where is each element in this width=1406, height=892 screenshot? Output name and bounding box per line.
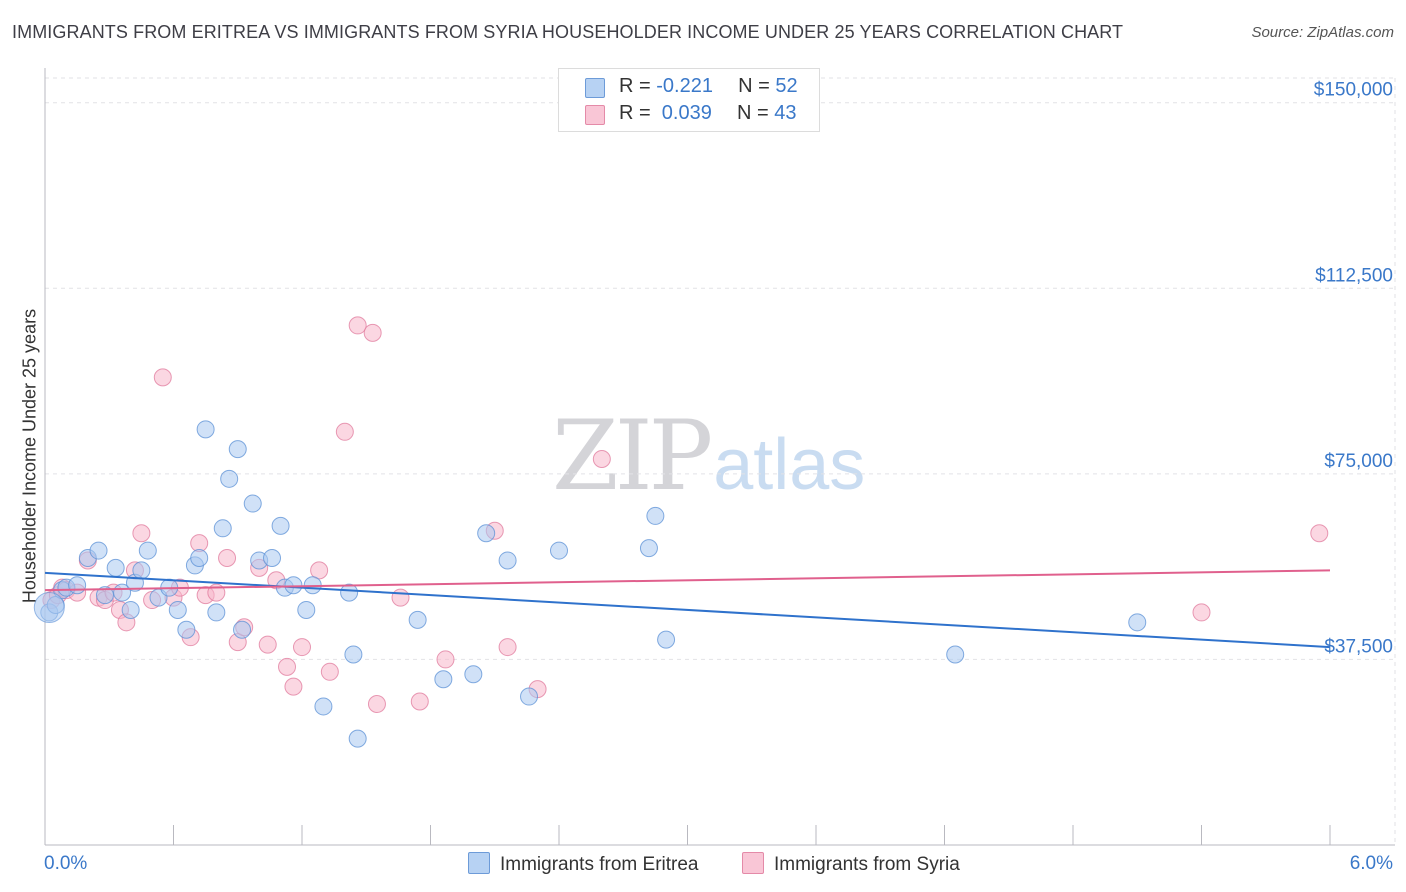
- bottom-legend-label-eritrea: Immigrants from Eritrea: [500, 854, 699, 875]
- data-point-eritrea: [657, 630, 676, 649]
- data-point-eritrea: [348, 729, 367, 748]
- data-point-eritrea: [106, 558, 125, 577]
- data-point-eritrea: [1128, 613, 1147, 632]
- legend-syria-r-label: R =: [619, 102, 657, 124]
- data-point-syria: [1310, 524, 1329, 543]
- legend-eritrea-r-value: -0.221: [656, 75, 713, 97]
- legend-eritrea-n-label: N =: [738, 75, 776, 97]
- x-tick-label-left: 0.0%: [44, 853, 87, 874]
- data-point-eritrea: [520, 687, 539, 706]
- data-point-syria: [218, 548, 237, 567]
- data-point-eritrea: [434, 670, 453, 689]
- data-point-eritrea: [464, 665, 483, 684]
- trend-line-eritrea: [44, 571, 1331, 649]
- data-point-eritrea: [213, 519, 232, 538]
- data-point-syria: [258, 635, 277, 654]
- data-point-eritrea: [121, 600, 140, 619]
- bottom-legend-eritrea[interactable]: Immigrants from Eritrea: [468, 852, 698, 876]
- data-point-eritrea: [284, 576, 303, 595]
- axes: [44, 68, 1395, 846]
- legend-syria-n-label: N =: [736, 102, 775, 124]
- data-point-eritrea: [297, 600, 316, 619]
- data-point-syria: [436, 650, 455, 669]
- source-credit[interactable]: Source: ZipAtlas.com: [1251, 24, 1394, 41]
- data-point-eritrea: [190, 548, 209, 567]
- data-point-syria: [367, 694, 386, 713]
- data-point-eritrea: [138, 541, 157, 560]
- data-point-eritrea: [89, 541, 108, 560]
- bottom-legend-swatch-syria: [742, 852, 764, 874]
- data-point-eritrea: [271, 516, 290, 535]
- trend-line-syria: [44, 569, 1331, 592]
- data-point-eritrea: [946, 645, 965, 664]
- tick-labels: $37,500 $75,000 $112,500 $150,000 0.0% 6.0%: [44, 80, 1393, 874]
- y-tick-label: $150,000: [1314, 80, 1393, 101]
- data-point-syria: [1192, 603, 1211, 622]
- data-point-syria: [348, 316, 367, 335]
- data-point-syria: [278, 657, 297, 676]
- data-point-eritrea: [132, 561, 151, 580]
- legend-swatch-eritrea: [585, 78, 605, 98]
- data-point-eritrea: [243, 494, 262, 513]
- data-point-eritrea: [196, 420, 215, 439]
- data-point-eritrea: [314, 697, 333, 716]
- x-tick-label-right: 6.0%: [1350, 853, 1393, 874]
- data-point-eritrea: [498, 551, 517, 570]
- data-point-syria: [320, 662, 339, 681]
- series-syria-points: [42, 316, 1329, 713]
- chart-title: IMMIGRANTS FROM ERITREA VS IMMIGRANTS FR…: [12, 22, 1124, 42]
- bottom-legend-swatch-eritrea: [468, 852, 490, 874]
- data-point-syria: [335, 422, 354, 441]
- legend-eritrea-n-value: 52: [775, 75, 798, 97]
- y-tick-label: $37,500: [1324, 636, 1393, 657]
- data-point-syria: [284, 677, 303, 696]
- data-point-eritrea: [177, 620, 196, 639]
- data-point-syria: [592, 450, 611, 469]
- data-point-eritrea: [646, 506, 665, 525]
- bottom-legend-syria[interactable]: Immigrants from Syria: [742, 852, 960, 876]
- y-tick-label: $112,500: [1315, 265, 1393, 286]
- data-point-eritrea: [477, 524, 496, 543]
- correlation-legend: R = -0.221 N = 52 R = 0.039 N = 43: [558, 68, 820, 132]
- data-point-syria: [310, 561, 329, 580]
- series-eritrea-points: [33, 420, 1147, 748]
- data-point-syria: [293, 638, 311, 657]
- data-point-eritrea: [263, 548, 282, 567]
- data-point-syria: [363, 323, 382, 342]
- data-point-syria: [410, 692, 429, 711]
- y-axis-label: Householder Income Under 25 years: [19, 308, 40, 604]
- data-point-syria: [391, 588, 410, 607]
- legend-syria-n-value: 43: [774, 102, 797, 124]
- data-point-eritrea: [207, 603, 226, 622]
- data-point-eritrea: [168, 600, 187, 619]
- legend-eritrea-r-label: R =: [619, 75, 657, 97]
- legend-syria-r-value: 0.039: [656, 102, 712, 124]
- data-point-eritrea-cluster: [33, 591, 65, 623]
- data-point-syria: [153, 368, 172, 387]
- bottom-legend-label-syria: Immigrants from Syria: [774, 854, 960, 875]
- data-point-eritrea: [550, 541, 568, 560]
- data-point-eritrea: [639, 539, 658, 558]
- data-point-eritrea: [344, 645, 363, 664]
- data-point-eritrea: [228, 440, 247, 459]
- data-point-eritrea: [408, 610, 427, 629]
- data-point-syria: [132, 524, 151, 543]
- data-point-eritrea: [340, 583, 359, 602]
- grid-lines: [45, 77, 1396, 845]
- data-point-eritrea: [68, 576, 87, 595]
- y-tick-label: $75,000: [1324, 451, 1393, 472]
- data-point-eritrea: [233, 620, 252, 639]
- trend-lines: [44, 569, 1331, 649]
- data-point-eritrea: [220, 469, 239, 488]
- legend-swatch-syria: [585, 105, 605, 125]
- data-point-syria: [498, 638, 517, 657]
